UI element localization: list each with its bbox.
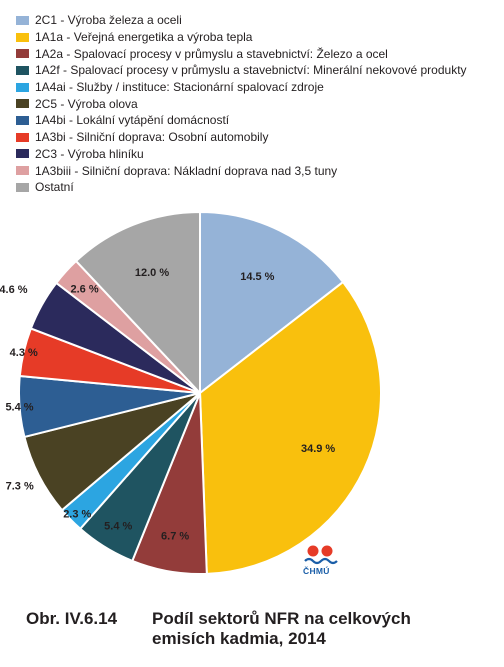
pie-chart: 14.5 % 34.9 % 6.7 % 5.4 % 2.3 % 7.3 % 5.4 % 4.3… xyxy=(0,210,382,575)
legend-label: 2C1 - Výroba železa a oceli xyxy=(35,13,182,28)
slice-value-label: 7.3 % xyxy=(6,481,34,493)
legend-swatch xyxy=(16,65,29,75)
slice-value-label: 14.5 % xyxy=(240,271,274,283)
legend-item: 1A2a - Spalovací procesy v průmyslu a st… xyxy=(16,45,496,62)
chmu-logo xyxy=(301,544,341,578)
legend-item: 1A2f - Spalovací procesy v průmyslu a st… xyxy=(16,62,496,79)
legend-label: 1A3biii - Silniční doprava: Nákladní dop… xyxy=(35,163,338,178)
legend-label: 1A2f - Spalovací procesy v průmyslu a st… xyxy=(35,63,467,78)
legend-item: 1A1a - Veřejná energetika a výroba tepla xyxy=(16,29,496,46)
legend-swatch xyxy=(16,182,29,192)
legend-label: 2C5 - Výroba olova xyxy=(35,96,138,111)
legend-swatch xyxy=(16,32,29,42)
slice-value-label: 6.7 % xyxy=(161,531,189,543)
slice-value-label: 4.6 % xyxy=(0,284,28,296)
chmu-logo-mark xyxy=(304,545,338,565)
caption-prefix: Obr. IV.6.14 xyxy=(26,609,118,628)
legend-swatch xyxy=(16,15,29,25)
slice-value-label: 4.3 % xyxy=(10,347,38,359)
legend-swatch xyxy=(16,115,29,125)
slice-value-label: 12.0 % xyxy=(135,267,169,279)
legend-label: 1A4bi - Lokální vytápění domácností xyxy=(35,113,230,128)
slice-value-label: 5.4 % xyxy=(5,402,33,414)
legend-label: Ostatní xyxy=(35,180,74,195)
legend-label: 1A1a - Veřejná energetika a výroba tepla xyxy=(35,30,253,45)
legend-swatch xyxy=(16,166,29,176)
slice-value-label: 34.9 % xyxy=(301,443,335,455)
chart-legend: 2C1 - Výroba železa a oceli 1A1a - Veřejn… xyxy=(16,12,496,196)
slice-value-label: 2.3 % xyxy=(63,508,91,520)
pie-slice xyxy=(198,280,382,575)
legend-swatch xyxy=(16,99,29,109)
legend-label: 1A3bi - Silniční doprava: Osobní automob… xyxy=(35,130,269,145)
legend-swatch xyxy=(16,49,29,59)
legend-item: Ostatní xyxy=(16,179,496,196)
figure-caption: Obr. IV.6.14 Podíl sektorů NFR na celkový… xyxy=(26,609,496,649)
legend-swatch xyxy=(16,82,29,92)
caption-line-1: Podíl sektorů NFR na celkových xyxy=(152,609,411,628)
legend-label: 1A4ai - Služby / instituce: Stacionární … xyxy=(35,80,324,95)
legend-item: 1A3bi - Silniční doprava: Osobní automob… xyxy=(16,129,496,146)
chmu-logo-text: ČHMÚ xyxy=(303,566,330,576)
legend-item: 1A4bi - Lokální vytápění domácností xyxy=(16,112,496,129)
slice-value-label: 5.4 % xyxy=(104,520,132,532)
legend-item: 1A3biii - Silniční doprava: Nákladní dop… xyxy=(16,162,496,179)
legend-item: 2C1 - Výroba železa a oceli xyxy=(16,12,496,29)
legend-label: 1A2a - Spalovací procesy v průmyslu a st… xyxy=(35,46,388,61)
caption-line-2: emisích kadmia, 2014 xyxy=(152,629,326,648)
legend-swatch xyxy=(16,149,29,159)
legend-item: 1A4ai - Služby / instituce: Stacionární … xyxy=(16,79,496,96)
pie-slice xyxy=(199,210,345,396)
legend-item: 2C3 - Výroba hliníku xyxy=(16,146,496,163)
legend-item: 2C5 - Výroba olova xyxy=(16,95,496,112)
pie-slice xyxy=(74,210,201,396)
legend-swatch xyxy=(16,132,29,142)
slice-value-label: 2.6 % xyxy=(70,284,98,296)
legend-label: 2C3 - Výroba hliníku xyxy=(35,146,144,161)
